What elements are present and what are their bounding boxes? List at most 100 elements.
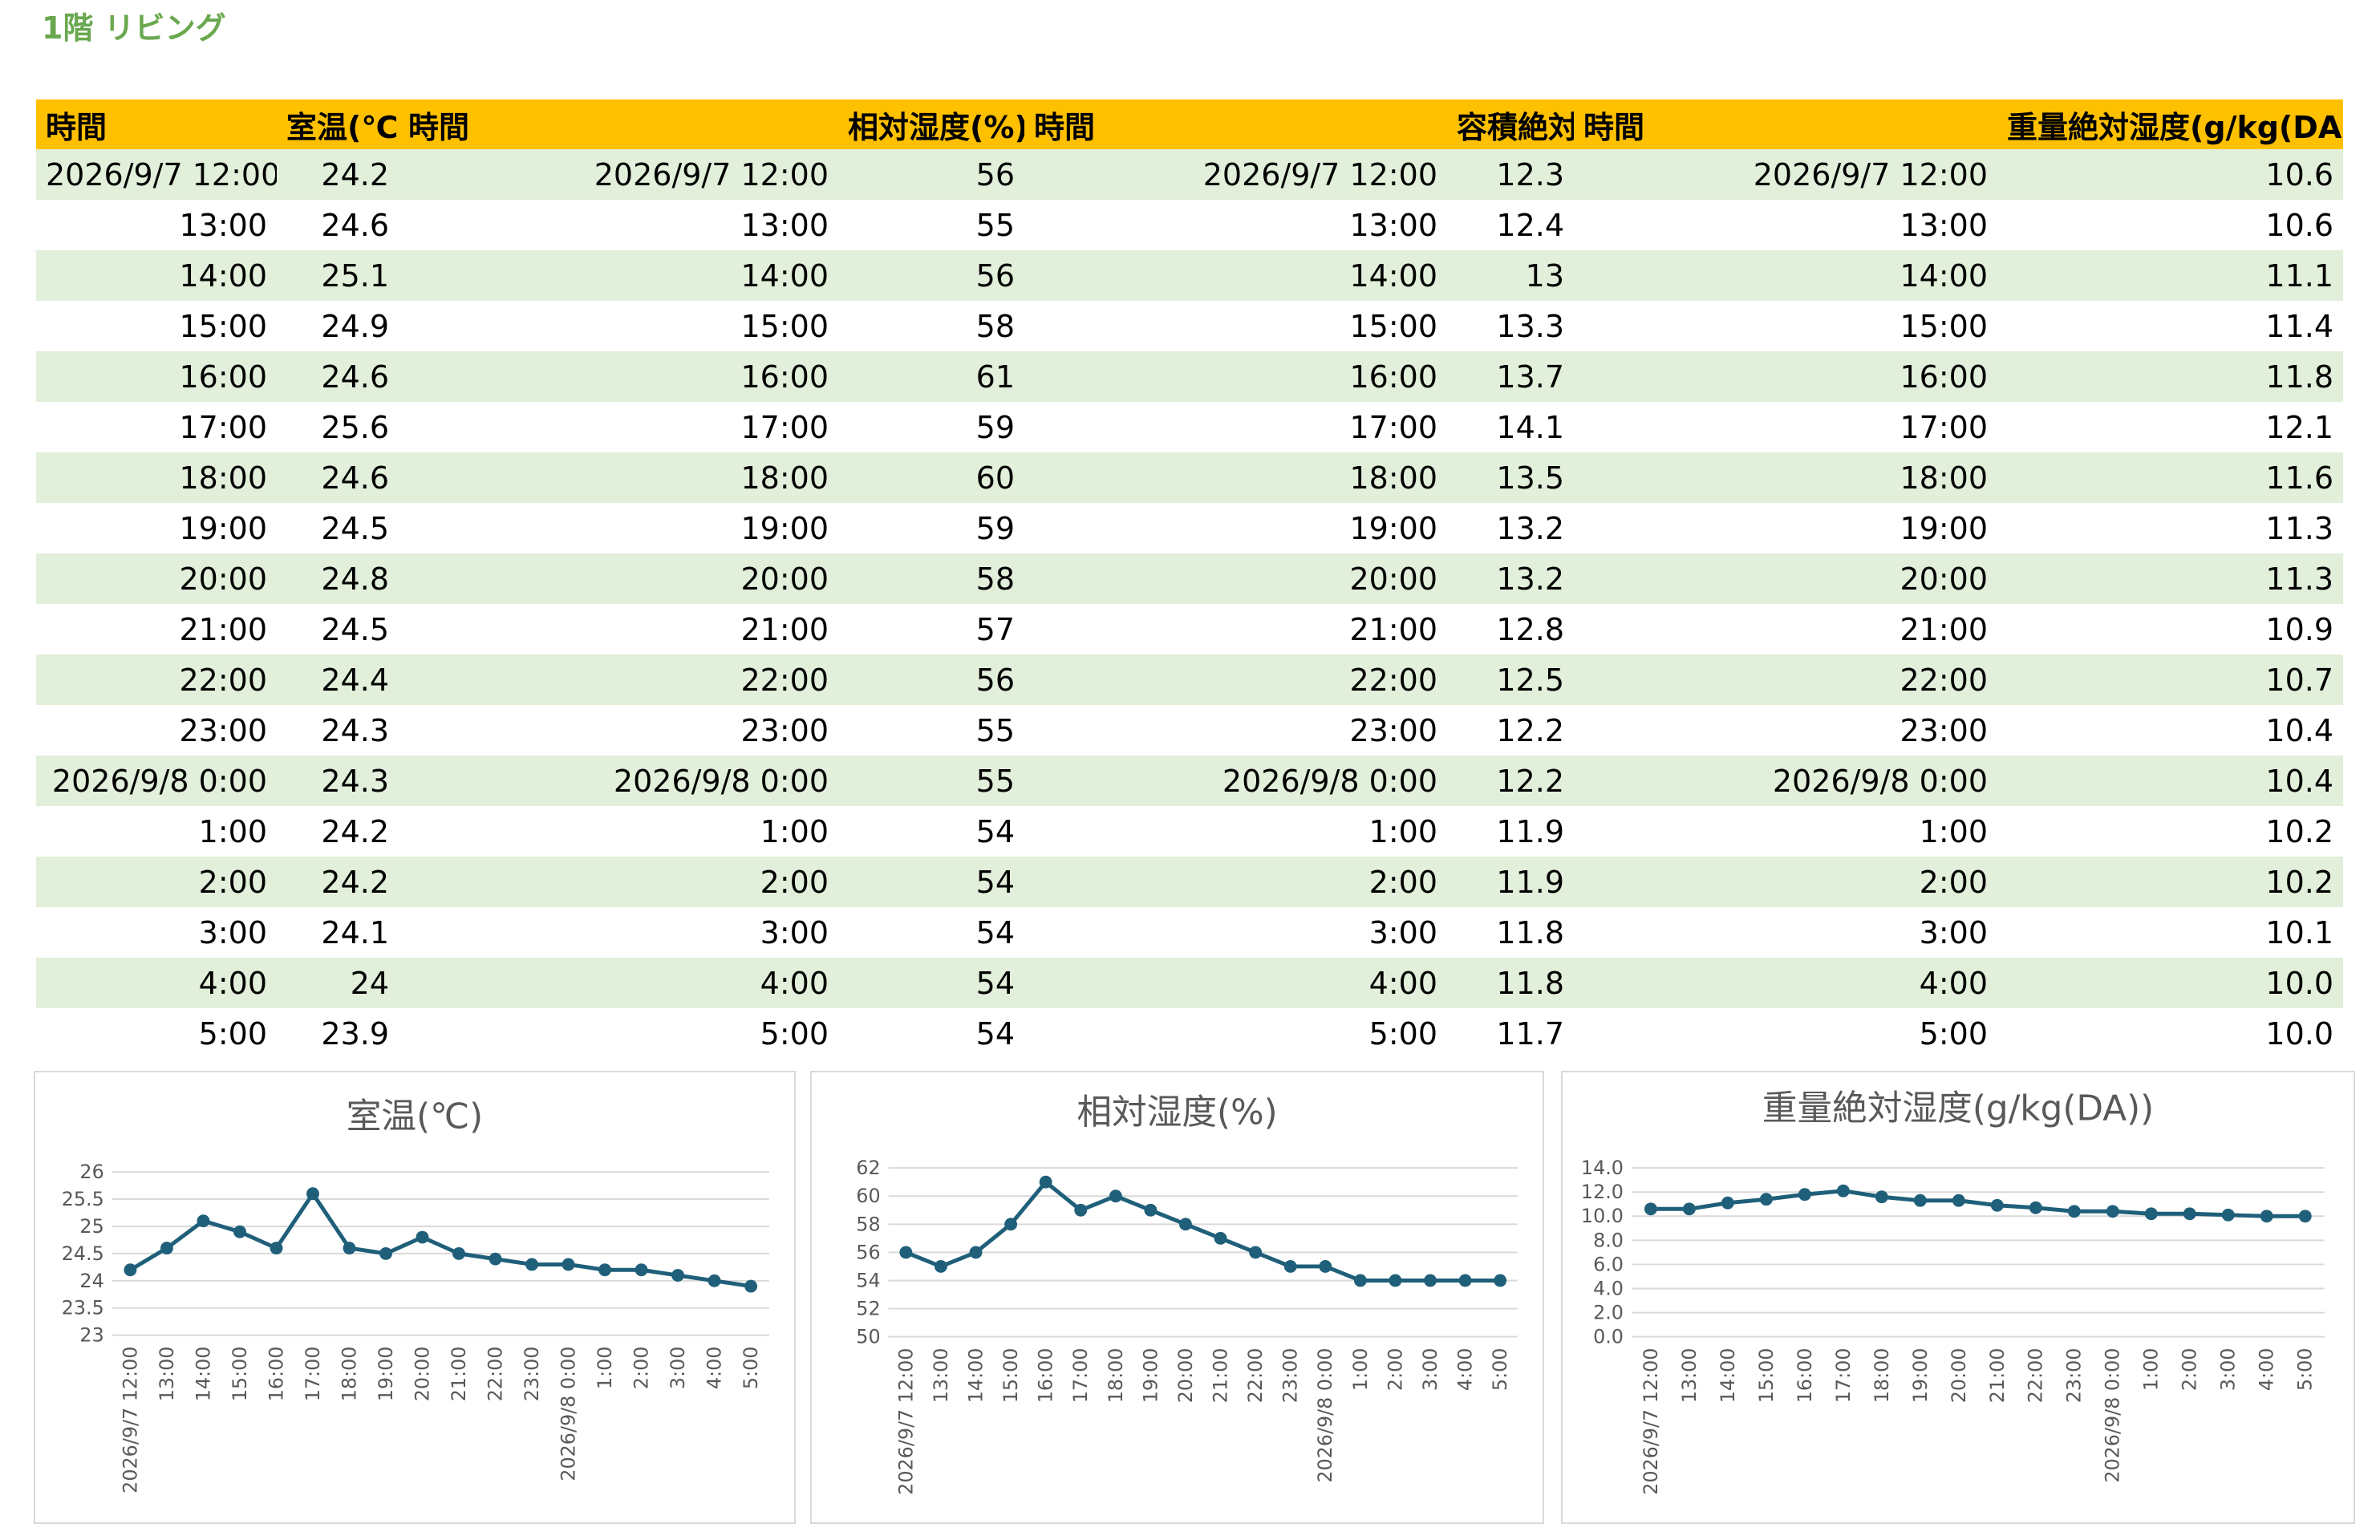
data-point[interactable] bbox=[1836, 1184, 1850, 1198]
data-point[interactable] bbox=[1424, 1274, 1437, 1287]
data-point[interactable] bbox=[635, 1263, 648, 1277]
cell-time[interactable]: 14:00 bbox=[399, 250, 838, 301]
cell-volumetric-humidity[interactable]: 12.3 bbox=[1447, 149, 1574, 200]
data-point[interactable] bbox=[2298, 1210, 2312, 1223]
cell-time[interactable]: 18:00 bbox=[399, 452, 838, 503]
cell-temperature[interactable]: 24.6 bbox=[321, 207, 389, 243]
data-point[interactable] bbox=[270, 1242, 283, 1255]
cell-time[interactable]: 14:00 bbox=[1024, 250, 1447, 301]
cell-relative-humidity[interactable]: 55 bbox=[975, 207, 1015, 243]
cell-temperature[interactable]: 24.5 bbox=[321, 510, 389, 546]
cell-time[interactable]: 3:00 bbox=[1368, 914, 1437, 950]
cell-temperature[interactable]: 24.1 bbox=[321, 914, 389, 950]
cell-time[interactable]: 18:00 bbox=[36, 452, 277, 503]
cell-time[interactable]: 5:00 bbox=[198, 1015, 267, 1052]
cell-time[interactable]: 2:00 bbox=[399, 857, 838, 907]
cell-time[interactable]: 2026/9/8 0:00 bbox=[36, 756, 277, 806]
data-point[interactable] bbox=[708, 1274, 721, 1287]
cell-time[interactable]: 21:00 bbox=[1349, 611, 1437, 647]
data-point[interactable] bbox=[744, 1279, 758, 1293]
cell-relative-humidity[interactable]: 54 bbox=[975, 914, 1015, 950]
cell-relative-humidity[interactable]: 56 bbox=[838, 250, 1024, 301]
data-point[interactable] bbox=[525, 1258, 538, 1271]
data-point[interactable] bbox=[899, 1246, 913, 1259]
data-point[interactable] bbox=[1798, 1188, 1811, 1202]
cell-weight-humidity[interactable]: 10.6 bbox=[1997, 149, 2343, 200]
cell-relative-humidity[interactable]: 54 bbox=[975, 813, 1015, 849]
cell-relative-humidity[interactable]: 54 bbox=[838, 857, 1024, 907]
cell-time[interactable]: 17:00 bbox=[740, 409, 829, 445]
cell-time[interactable]: 5:00 bbox=[1368, 1015, 1437, 1052]
cell-temperature[interactable]: 24 bbox=[277, 958, 399, 1008]
cell-relative-humidity[interactable]: 56 bbox=[838, 654, 1024, 705]
data-point[interactable] bbox=[562, 1258, 575, 1271]
cell-temperature[interactable]: 25.1 bbox=[277, 250, 399, 301]
cell-time[interactable]: 16:00 bbox=[1024, 351, 1447, 402]
cell-weight-humidity[interactable]: 10.0 bbox=[1997, 958, 2343, 1008]
cell-time[interactable]: 3:00 bbox=[760, 914, 829, 950]
data-point[interactable] bbox=[233, 1225, 246, 1238]
cell-time[interactable]: 1:00 bbox=[1919, 813, 1988, 849]
data-point[interactable] bbox=[2183, 1207, 2196, 1221]
data-point[interactable] bbox=[1759, 1193, 1773, 1206]
data-point[interactable] bbox=[197, 1214, 210, 1228]
cell-weight-humidity[interactable]: 12.1 bbox=[2265, 409, 2333, 445]
data-point[interactable] bbox=[2106, 1205, 2119, 1218]
cell-time[interactable]: 23:00 bbox=[179, 712, 267, 748]
data-point[interactable] bbox=[1494, 1274, 1507, 1287]
header-time-2[interactable]: 時間 bbox=[399, 99, 838, 149]
cell-time[interactable]: 15:00 bbox=[179, 308, 267, 344]
cell-relative-humidity[interactable]: 61 bbox=[838, 351, 1024, 402]
data-point[interactable] bbox=[1458, 1274, 1472, 1287]
cell-volumetric-humidity[interactable]: 13.3 bbox=[1496, 308, 1564, 344]
cell-time[interactable]: 13:00 bbox=[1900, 207, 1988, 243]
header-relative-humidity[interactable]: 相対湿度(%) bbox=[838, 99, 1024, 149]
data-point[interactable] bbox=[1353, 1274, 1367, 1287]
header-time-3[interactable]: 時間 bbox=[1024, 99, 1447, 149]
cell-temperature[interactable]: 24.6 bbox=[277, 452, 399, 503]
cell-volumetric-humidity[interactable]: 13.2 bbox=[1447, 553, 1574, 604]
cell-relative-humidity[interactable]: 60 bbox=[838, 452, 1024, 503]
cell-relative-humidity[interactable]: 56 bbox=[838, 149, 1024, 200]
data-point[interactable] bbox=[969, 1246, 983, 1259]
cell-volumetric-humidity[interactable]: 13.5 bbox=[1447, 452, 1574, 503]
cell-time[interactable]: 17:00 bbox=[1900, 409, 1988, 445]
cell-weight-humidity[interactable]: 11.1 bbox=[1997, 250, 2343, 301]
header-time-4[interactable]: 時間 bbox=[1574, 99, 1997, 149]
cell-time[interactable]: 2026/9/7 12:00 bbox=[399, 149, 838, 200]
data-point[interactable] bbox=[379, 1246, 392, 1260]
data-point[interactable] bbox=[416, 1230, 429, 1244]
data-point[interactable] bbox=[306, 1187, 319, 1201]
cell-time[interactable]: 19:00 bbox=[1349, 510, 1437, 546]
cell-time[interactable]: 5:00 bbox=[760, 1015, 829, 1052]
cell-relative-humidity[interactable]: 55 bbox=[838, 756, 1024, 806]
cell-time[interactable]: 13:00 bbox=[179, 207, 267, 243]
header-time-1[interactable]: 時間 bbox=[36, 99, 277, 149]
cell-temperature[interactable]: 24.6 bbox=[277, 351, 399, 402]
cell-volumetric-humidity[interactable]: 11.8 bbox=[1496, 914, 1564, 950]
cell-volumetric-humidity[interactable]: 12.8 bbox=[1496, 611, 1564, 647]
cell-volumetric-humidity[interactable]: 12.4 bbox=[1496, 207, 1564, 243]
cell-time[interactable]: 23:00 bbox=[1349, 712, 1437, 748]
chart-temperature[interactable]: 室温(℃) 23 23.5 24 24.5 25 25.5 26 2026/9/7 12:00 1… bbox=[34, 1071, 796, 1524]
cell-weight-humidity[interactable]: 10.1 bbox=[2265, 914, 2333, 950]
cell-temperature[interactable]: 24.9 bbox=[321, 308, 389, 344]
cell-temperature[interactable]: 24.4 bbox=[277, 654, 399, 705]
cell-temperature[interactable]: 24.2 bbox=[321, 813, 389, 849]
data-point[interactable] bbox=[1875, 1190, 1888, 1204]
data-point[interactable] bbox=[934, 1259, 947, 1273]
cell-time[interactable]: 2:00 bbox=[36, 857, 277, 907]
cell-weight-humidity[interactable]: 10.4 bbox=[1997, 756, 2343, 806]
data-point[interactable] bbox=[1913, 1194, 1927, 1207]
data-point[interactable] bbox=[1682, 1202, 1696, 1216]
cell-relative-humidity[interactable]: 59 bbox=[975, 409, 1015, 445]
data-point[interactable] bbox=[2221, 1208, 2235, 1222]
cell-time[interactable]: 4:00 bbox=[1024, 958, 1447, 1008]
cell-time[interactable]: 20:00 bbox=[36, 553, 277, 604]
cell-time[interactable]: 5:00 bbox=[1919, 1015, 1988, 1052]
cell-weight-humidity[interactable]: 11.3 bbox=[2265, 510, 2333, 546]
cell-weight-humidity[interactable]: 10.6 bbox=[2265, 207, 2333, 243]
cell-time[interactable]: 21:00 bbox=[179, 611, 267, 647]
data-point[interactable] bbox=[1109, 1189, 1122, 1203]
cell-relative-humidity[interactable]: 58 bbox=[975, 308, 1015, 344]
